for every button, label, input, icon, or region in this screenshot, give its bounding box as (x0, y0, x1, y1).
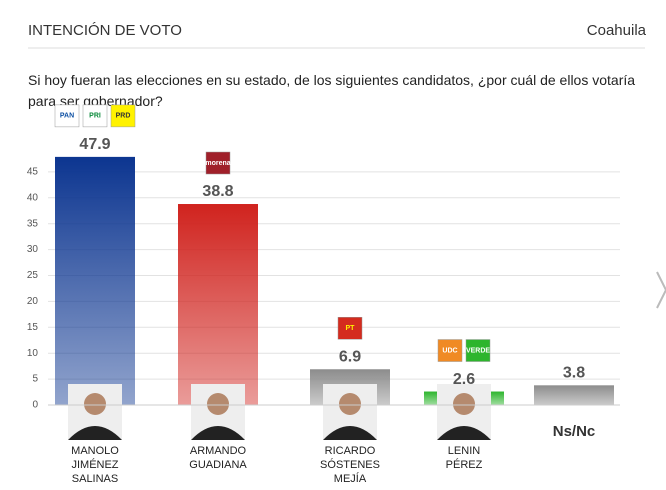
y-tick-label: 30 (27, 244, 39, 255)
y-tick-label: 5 (32, 374, 38, 385)
value-label: 6.9 (339, 348, 361, 365)
value-label: 38.8 (202, 183, 233, 200)
photo-body (191, 426, 245, 440)
party-logo (337, 317, 363, 340)
party-logo (54, 104, 80, 128)
party-logo-label: PRI (89, 113, 101, 120)
x-tick-label: RICARDO SÓSTENES MEJÍA (320, 445, 380, 485)
photo-body (437, 426, 491, 440)
region: Coahuila (586, 22, 646, 39)
party-logo-label: VERDE (466, 347, 490, 354)
x-tick-label: MANOLO JIMÉNEZ SALINAS (71, 445, 119, 485)
y-tick-label: 0 (32, 400, 38, 411)
photo-head (207, 393, 229, 415)
party-logo-label: PAN (60, 113, 74, 120)
bar (178, 204, 258, 405)
party-logo-label: PRD (116, 113, 131, 120)
party-logo-label: PT (346, 325, 356, 332)
photo-head (453, 393, 475, 415)
x-tick-label: ARMANDO GUADIANA (189, 445, 247, 471)
value-label: 47.9 (79, 136, 110, 153)
photo-head (84, 393, 106, 415)
value-label: 3.8 (563, 365, 585, 382)
value-label: 2.6 (453, 371, 475, 388)
y-tick-label: 20 (27, 296, 39, 307)
party-logo-label: UDC (442, 347, 457, 354)
y-tick-label: 35 (27, 218, 39, 229)
y-tick-label: 25 (27, 270, 39, 281)
next-arrow[interactable] (656, 271, 666, 309)
photo-body (323, 426, 377, 440)
party-logo (205, 151, 231, 175)
bar (534, 385, 614, 405)
photo-body (68, 426, 122, 440)
party-logo (465, 339, 491, 362)
y-tick-label: 10 (27, 348, 39, 359)
x-tick-label: LENIN PÉREZ (445, 445, 483, 471)
y-tick-label: 45 (27, 167, 39, 178)
party-logo (110, 104, 136, 128)
bar (55, 156, 135, 405)
y-tick-label: 40 (27, 192, 39, 203)
party-logo (437, 339, 463, 362)
party-logo-label: morena (205, 160, 230, 167)
x-tick-label: Ns/Nc (552, 423, 596, 440)
chart-title: INTENCIÓN DE VOTO (28, 22, 182, 39)
party-logo (82, 104, 108, 128)
y-tick-label: 15 (27, 322, 39, 333)
photo-head (339, 393, 361, 415)
